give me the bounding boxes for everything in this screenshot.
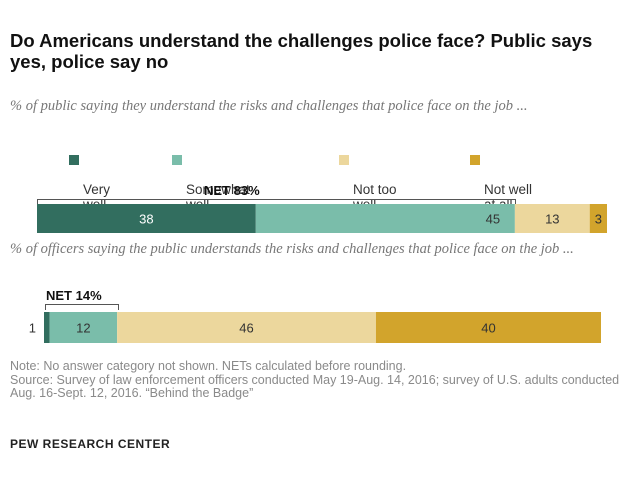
officers-subtitle: % of officers saying the public understa… [10,241,574,257]
net-officers-label: NET 14% [46,288,102,303]
pew-research-center-brand: PEW RESEARCH CENTER [10,437,171,451]
legend-swatch-not-well-at-all [470,155,480,165]
net-public-bracket [37,199,516,205]
source-text: Source: Survey of law enforcement office… [10,372,620,400]
data-label-public-not-well-at-all: 3 [595,212,602,227]
note-text: Note: No answer category not shown. NETs… [10,359,407,373]
bar-public-not-well-at-all [589,204,607,233]
data-label-officers-not-well-at-all: 40 [481,321,495,336]
bar-public-very-well [37,204,256,233]
legend-swatch-very-well [69,155,79,165]
data-label-officers-not-too-well: 46 [239,321,253,336]
legend-swatch-not-too-well [339,155,349,165]
legend-swatch-somewhat-well [172,155,182,165]
net-officers-bracket [45,304,119,310]
data-label-officers-very-well: 1 [29,321,36,336]
bar-officers-not-too-well [117,312,376,343]
bar-officers-not-well-at-all [375,312,601,343]
data-label-public-somewhat-well: 45 [486,212,500,227]
data-label-public-very-well: 38 [139,212,153,227]
bar-officers-somewhat-well [49,312,118,343]
data-label-officers-somewhat-well: 12 [76,321,90,336]
data-label-public-not-too-well: 13 [545,212,559,227]
bar-public-not-too-well [514,204,590,233]
net-public-label: NET 83% [204,183,260,198]
bar-officers-very-well [44,312,50,343]
notes-block: Note: No answer category not shown. NETs… [10,359,620,401]
chart-title: Do Americans understand the challenges p… [10,30,593,72]
bar-public-somewhat-well [255,204,515,233]
public-subtitle: % of public saying they understand the r… [10,98,528,114]
